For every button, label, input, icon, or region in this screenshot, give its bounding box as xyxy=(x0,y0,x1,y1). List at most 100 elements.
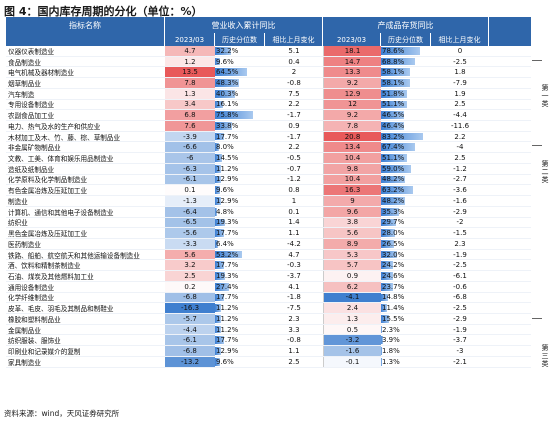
revenue-percentile-bar xyxy=(215,132,224,141)
inventory-percentile: 68.8% xyxy=(381,57,431,67)
inventory-percentile: 1.8% xyxy=(381,346,431,356)
inventory-value: 13.3 xyxy=(323,67,381,78)
revenue-percentile-bar xyxy=(215,111,253,120)
inventory-value: 2.4 xyxy=(323,303,381,313)
revenue-percentile-text: 9.6% xyxy=(216,186,234,195)
table-body: 仪器仪表制造业 4.7 32.2% 5.1 18.1 78.6% 0 食品制造业 1.2 9.6%… xyxy=(6,46,531,368)
revenue-percentile-text: 17.7% xyxy=(216,132,239,141)
inventory-table: 指标名称 营业收入累计同比 产成品存货同比 2023/03 历史分位数 相比上月… xyxy=(6,17,531,368)
inventory-change: -6.8 xyxy=(453,293,467,302)
inventory-percentile-text: 3.9% xyxy=(382,336,400,345)
inventory-change: -0.6 xyxy=(453,282,467,291)
inventory-value: -1.6 xyxy=(323,346,381,356)
revenue-change: -0.8 xyxy=(287,79,301,88)
revenue-change: -7.5 xyxy=(287,304,301,313)
revenue-percentile-text: 11.2% xyxy=(216,304,239,313)
inventory-value: 9 xyxy=(323,196,381,206)
row-name: 通用设备制造业 xyxy=(8,283,55,292)
inventory-value: -3.2 xyxy=(323,335,381,346)
inventory-value: 13.4 xyxy=(323,142,381,153)
inventory-percentile-bar xyxy=(381,357,382,366)
revenue-percentile-text: 40.3% xyxy=(216,89,239,98)
inventory-percentile: 46.5% xyxy=(381,110,431,120)
revenue-value: -6.1 xyxy=(165,335,215,346)
inventory-change: -2.9 xyxy=(453,207,467,216)
revenue-percentile: 16.1% xyxy=(215,100,265,110)
revenue-change: 0.1 xyxy=(288,207,300,216)
inventory-percentile: 24.2% xyxy=(381,260,431,270)
figure-title: 图 4：国内库存周期的分化（单位：%） xyxy=(4,5,203,18)
revenue-percentile-bar xyxy=(215,325,221,334)
inventory-value: 7.8 xyxy=(323,121,381,131)
inventory-percentile-text: 68.8% xyxy=(382,57,405,66)
table-row: 通用设备制造业 0.2 27.4% 4.1 6.2 23.7% -0.6 xyxy=(6,281,531,293)
revenue-percentile-bar xyxy=(215,197,222,205)
table-row: 汽车制造 1.3 40.3% 7.5 12.9 51.8% 1.9 xyxy=(6,88,531,100)
revenue-percentile-bar xyxy=(215,293,224,302)
inventory-percentile-bar xyxy=(381,122,405,130)
revenue-value: 6.8 xyxy=(165,110,215,121)
inventory-percentile: 67.4% xyxy=(381,142,431,152)
revenue-percentile: 9.6% xyxy=(215,185,265,195)
table-row: 文教、工美、体育和娱乐用品制造业 -6 14.5% -0.5 10.4 51.1% 2.5 xyxy=(6,153,531,164)
inventory-percentile-bar xyxy=(381,47,421,55)
row-name: 汽车制造 xyxy=(8,90,35,99)
inventory-percentile-header: 历史分位数 xyxy=(381,33,431,46)
revenue-percentile-text: 12.9% xyxy=(216,196,239,205)
revenue-change: 0.9 xyxy=(288,121,300,130)
revenue-percentile-bar xyxy=(215,164,221,173)
revenue-change: -0.8 xyxy=(287,336,301,345)
inventory-value: 10.4 xyxy=(323,174,381,185)
revenue-percentile: 12.9% xyxy=(215,196,265,206)
inventory-change: -2.5 xyxy=(453,57,467,66)
revenue-percentile: 12.9% xyxy=(215,346,265,356)
inventory-percentile-text: 24.6% xyxy=(382,271,405,280)
table-row: 农副食品加工业 6.8 75.8% -1.7 9.2 46.5% -4.4 xyxy=(6,110,531,122)
table-row: 印刷业和记录媒介的复制 -6.8 12.9% 1.1 -1.6 1.8% -3 xyxy=(6,346,531,357)
inventory-change: -4.4 xyxy=(453,111,467,120)
row-name: 有色金属冶炼及压延加工业 xyxy=(8,187,88,196)
table-row: 烟草制品业 7.8 48.3% -0.8 9.2 58.1% -7.9 xyxy=(6,78,531,89)
revenue-change: 3.3 xyxy=(288,325,300,334)
table-row: 专用设备制造业 3.4 16.1% 2.2 12 51.1% 2.5 xyxy=(6,99,531,111)
inventory-change: 0 xyxy=(457,46,463,55)
revenue-percentile-bar xyxy=(215,239,219,248)
inventory-percentile-bar xyxy=(381,336,383,345)
category-label-1: 第一类 xyxy=(541,84,549,108)
inventory-value: 5.6 xyxy=(323,228,381,238)
table-row: 仪器仪表制造业 4.7 32.2% 5.1 18.1 78.6% 0 xyxy=(6,46,531,57)
inventory-percentile-text: 2.3% xyxy=(382,325,400,334)
inventory-percentile: 51.1% xyxy=(381,100,431,110)
revenue-percentile: 32.2% xyxy=(215,46,265,56)
row-name: 纺织业 xyxy=(8,219,28,228)
revenue-percentile-bar xyxy=(215,79,240,87)
inventory-value: 3.8 xyxy=(323,217,381,228)
inventory-change: -2.9 xyxy=(453,314,467,323)
inventory-percentile: 11.4% xyxy=(381,303,431,313)
inventory-percentile: 78.6% xyxy=(381,46,431,56)
revenue-percentile-bar xyxy=(215,47,232,55)
inventory-value: -0.1 xyxy=(323,356,381,367)
revenue-percentile: 33.8% xyxy=(215,121,265,131)
inventory-value: 9.6 xyxy=(323,206,381,217)
revenue-percentile: 6.4% xyxy=(215,239,265,249)
revenue-change: 2 xyxy=(291,68,297,77)
inventory-value: 12 xyxy=(323,99,381,110)
revenue-value: 7.8 xyxy=(165,78,215,88)
revenue-change: 5.1 xyxy=(288,46,300,55)
row-name: 化学纤维制造业 xyxy=(8,294,55,303)
indicator-header: 指标名称 xyxy=(6,17,165,33)
revenue-percentile-text: 17.7% xyxy=(216,336,239,345)
inventory-change: 1.9 xyxy=(454,89,466,98)
revenue-percentile: 17.7% xyxy=(215,228,265,238)
revenue-value: -13.2 xyxy=(165,356,215,367)
inventory-percentile-text: 26.5% xyxy=(382,239,405,248)
table-row: 纺织服装、服饰业 -6.1 17.7% -0.8 -3.2 3.9% -3.7 xyxy=(6,335,531,347)
inventory-change: -1.5 xyxy=(453,229,467,238)
inventory-change: -2.1 xyxy=(453,357,467,366)
revenue-percentile-text: 12.9% xyxy=(216,175,239,184)
row-name: 金属制品业 xyxy=(8,326,41,335)
revenue-percentile-bar xyxy=(215,314,221,323)
revenue-percentile: 53.2% xyxy=(215,250,265,260)
inventory-percentile-bar xyxy=(381,250,397,259)
